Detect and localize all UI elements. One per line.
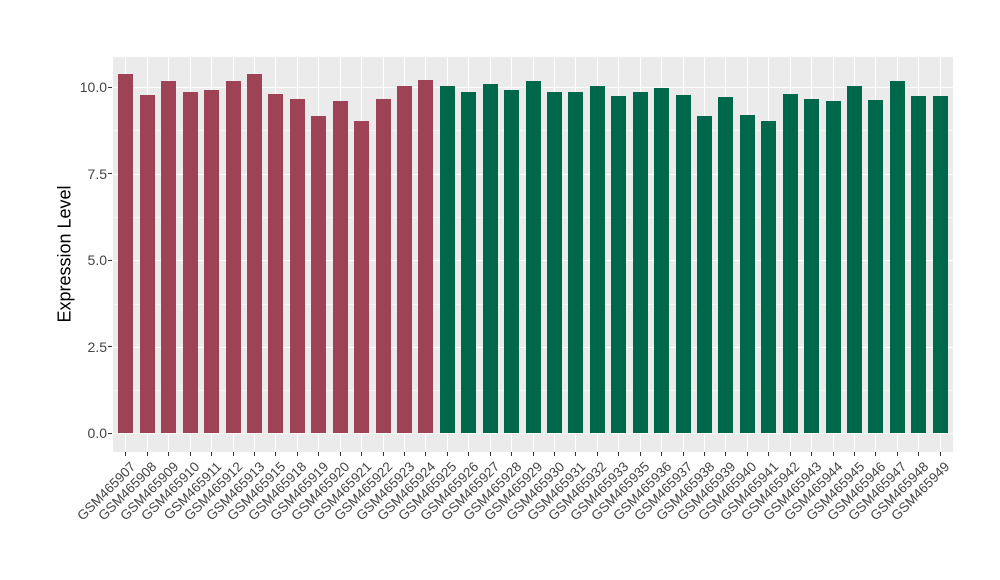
bar: [461, 91, 477, 434]
bar: [311, 116, 327, 434]
x-tick-mark: [532, 452, 534, 456]
y-tick-mark: [108, 432, 112, 434]
bar: [354, 120, 370, 434]
x-tick-mark: [361, 452, 363, 456]
bar: [396, 85, 412, 434]
x-tick-mark: [553, 452, 555, 456]
x-tick-mark: [661, 452, 663, 456]
bar: [139, 94, 155, 434]
bar: [204, 90, 220, 434]
x-tick-mark: [468, 452, 470, 456]
y-tick-label: 7.5: [87, 165, 107, 182]
x-tick-mark: [511, 452, 513, 456]
y-tick-mark: [108, 346, 112, 348]
bar: [611, 95, 627, 434]
y-axis-title: Expression Level: [54, 185, 75, 323]
bar: [268, 93, 284, 434]
bar: [182, 92, 198, 434]
bar: [118, 74, 134, 434]
y-tick-mark: [108, 86, 112, 88]
y-tick-label: 10.0: [79, 79, 107, 95]
x-tick-mark: [146, 452, 148, 456]
bar: [739, 114, 755, 434]
bar: [804, 99, 820, 434]
bar: [246, 74, 262, 434]
x-tick-mark: [446, 452, 448, 456]
x-tick-mark: [896, 452, 898, 456]
x-tick-mark: [832, 452, 834, 456]
bar: [761, 120, 777, 434]
y-tick-label: 0.0: [87, 425, 107, 442]
bar: [418, 80, 434, 434]
bar: [482, 83, 498, 434]
bar: [161, 81, 177, 434]
x-tick-mark: [811, 452, 813, 456]
y-tick-label: 2.5: [87, 338, 107, 355]
bar: [289, 99, 305, 434]
x-tick-mark: [939, 452, 941, 456]
bar: [332, 101, 348, 434]
x-tick-mark: [768, 452, 770, 456]
x-tick-mark: [639, 452, 641, 456]
bar: [525, 81, 541, 434]
bar: [504, 90, 520, 434]
bar: [375, 98, 391, 434]
x-tick-mark: [918, 452, 920, 456]
x-tick-mark: [211, 452, 213, 456]
x-tick-mark: [575, 452, 577, 456]
x-tick-mark: [318, 452, 320, 456]
bar: [439, 85, 455, 434]
x-tick-mark: [275, 452, 277, 456]
x-tick-mark: [296, 452, 298, 456]
x-tick-mark: [339, 452, 341, 456]
y-tick-mark: [108, 173, 112, 175]
x-tick-mark: [253, 452, 255, 456]
plot-panel: [113, 57, 953, 452]
bar: [825, 100, 841, 434]
bar: [546, 91, 562, 434]
x-tick-mark: [725, 452, 727, 456]
bar: [632, 91, 648, 434]
x-tick-mark: [489, 452, 491, 456]
x-tick-mark: [596, 452, 598, 456]
bar: [654, 87, 670, 434]
x-tick-mark: [875, 452, 877, 456]
x-tick-mark: [682, 452, 684, 456]
bar: [568, 91, 584, 434]
x-tick-mark: [403, 452, 405, 456]
bar: [718, 97, 734, 434]
bar: [846, 85, 862, 434]
bar: [589, 86, 605, 434]
y-tick-mark: [108, 259, 112, 261]
bar: [868, 99, 884, 434]
bar: [225, 81, 241, 434]
x-tick-mark: [125, 452, 127, 456]
bar: [932, 95, 948, 434]
bar: [696, 116, 712, 434]
x-tick-mark: [618, 452, 620, 456]
x-tick-mark: [168, 452, 170, 456]
x-tick-mark: [746, 452, 748, 456]
x-tick-mark: [853, 452, 855, 456]
bar: [675, 94, 691, 434]
x-tick-mark: [789, 452, 791, 456]
bar: [889, 80, 905, 434]
x-tick-mark: [382, 452, 384, 456]
x-tick-mark: [189, 452, 191, 456]
x-tick-mark: [232, 452, 234, 456]
x-tick-mark: [703, 452, 705, 456]
y-tick-label: 5.0: [87, 252, 107, 269]
bar: [782, 93, 798, 434]
x-tick-mark: [425, 452, 427, 456]
bar: [911, 96, 927, 434]
